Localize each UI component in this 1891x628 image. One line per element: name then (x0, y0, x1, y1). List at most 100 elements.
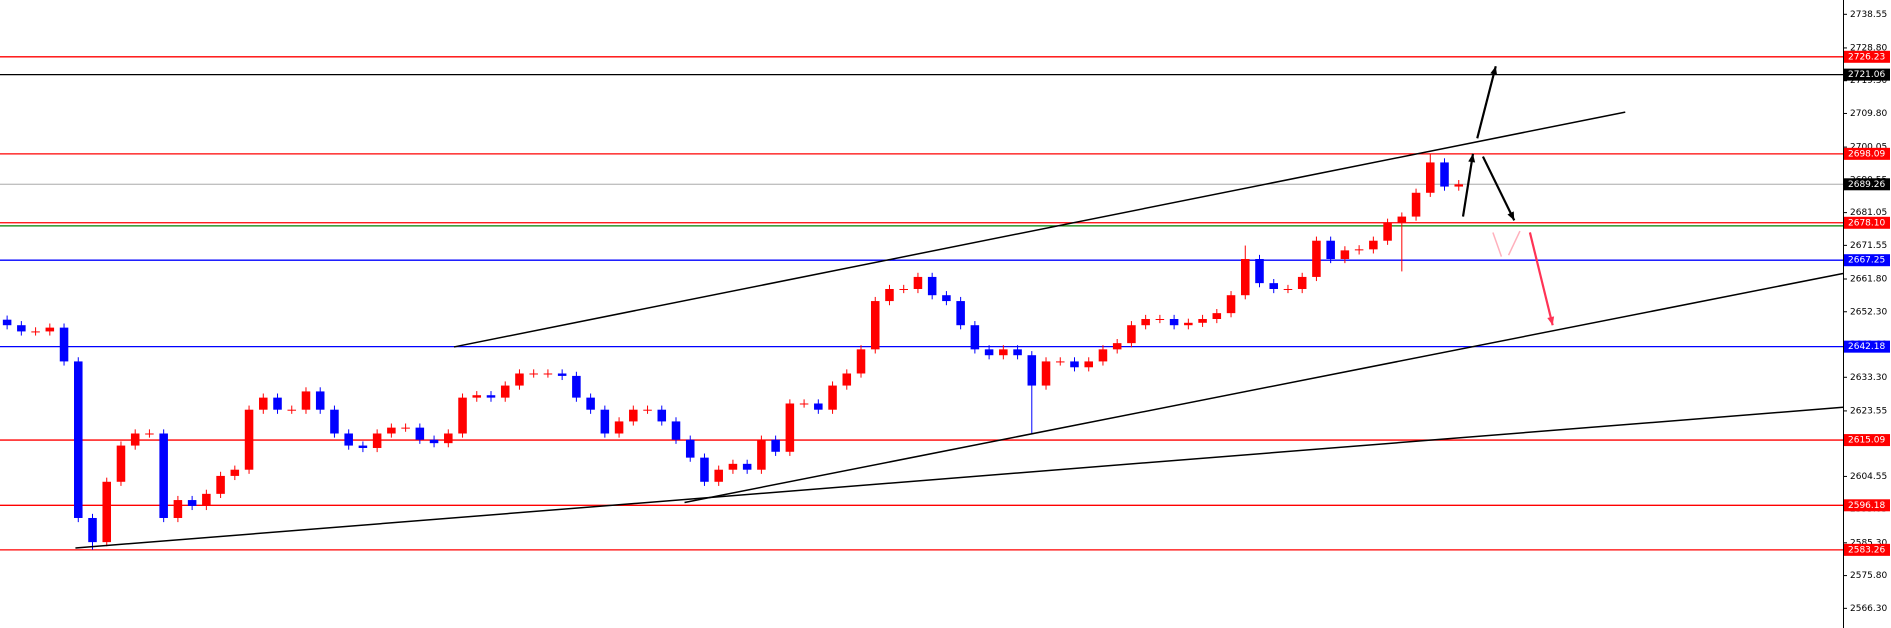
y-tick-label: 2633.30 (1850, 373, 1887, 383)
candle-body (88, 517, 97, 543)
candle-body (999, 349, 1008, 356)
candle-body (287, 409, 297, 411)
candle-body (586, 397, 595, 410)
y-tick-label: 2738.55 (1850, 10, 1887, 20)
candle-body (856, 349, 866, 374)
candle-body (899, 288, 908, 290)
level-label: 2642.18 (1848, 342, 1885, 352)
candle-body (130, 433, 140, 446)
candle-body (1055, 361, 1065, 363)
candle-body (486, 395, 496, 398)
y-tick-label: 2700.05 (1850, 143, 1887, 153)
y-tick-label: 2719.30 (1850, 76, 1887, 86)
candle-body (358, 445, 368, 448)
candle-body (1340, 250, 1350, 259)
candle-body (1198, 319, 1207, 323)
candle-body (728, 463, 738, 470)
candle-body (1155, 319, 1165, 321)
candle-body (529, 373, 538, 375)
y-tick-label: 2652.30 (1850, 307, 1887, 317)
level-label-box (1844, 178, 1890, 191)
candle-body (273, 397, 282, 410)
candle-body (1027, 355, 1037, 386)
candle-body (387, 427, 396, 434)
candle-body (500, 385, 510, 398)
candle-body (230, 469, 240, 476)
candle-body (1297, 276, 1307, 289)
candle-body (1326, 240, 1335, 259)
candle-body (74, 361, 83, 518)
level-label: 2698.09 (1848, 149, 1885, 159)
candle-body (173, 500, 183, 518)
candle-body (1241, 258, 1250, 296)
candle-body (984, 349, 994, 356)
candle-body (259, 397, 268, 410)
candle-body (45, 327, 55, 332)
candle-body (301, 391, 311, 410)
candle-body (757, 439, 766, 470)
candle-body (557, 373, 567, 376)
candle-body (885, 288, 894, 302)
arrow (1461, 153, 1475, 217)
arrow (1481, 156, 1516, 221)
level-label-box (1844, 543, 1890, 556)
arrow-head (1490, 66, 1498, 76)
trend-line (1492, 232, 1503, 257)
candle-body (187, 500, 197, 506)
level-label: 2678.10 (1848, 218, 1885, 228)
candle-body (842, 373, 852, 386)
trend-line (1507, 230, 1521, 256)
y-tick-label: 2575.80 (1850, 571, 1887, 581)
candle-body (1127, 325, 1136, 344)
candle-body (330, 409, 339, 434)
candle-body (344, 433, 353, 446)
candle-body (1226, 295, 1236, 314)
candle-body (59, 327, 69, 362)
candle-body (700, 457, 709, 482)
candle-body (145, 433, 154, 435)
candle-body (1041, 361, 1051, 386)
candle-body (614, 421, 624, 434)
candle-body (315, 391, 325, 410)
candle-body (1354, 249, 1364, 251)
candle-body (116, 445, 126, 482)
candle-body (828, 385, 837, 410)
level-label: 2583.26 (1848, 545, 1885, 555)
level-label-box (1844, 340, 1890, 353)
arrow-head (1547, 316, 1555, 326)
arrow-head (1507, 211, 1515, 221)
level-label-box (1844, 434, 1890, 447)
candle-body (870, 301, 880, 350)
candle-body (1397, 216, 1407, 223)
candle-body (600, 409, 610, 434)
candle-body (1283, 288, 1293, 290)
candle-body (714, 469, 723, 482)
y-tick-label: 2661.80 (1850, 274, 1887, 284)
level-label: 2726.23 (1848, 52, 1885, 62)
candle-body (17, 325, 26, 332)
level-label-box (1844, 68, 1890, 81)
candle-body (799, 403, 809, 405)
candle-body (401, 427, 410, 429)
level-label: 2596.18 (1848, 501, 1885, 511)
candle-body (202, 493, 211, 506)
arrow (1476, 65, 1497, 139)
y-tick-label: 2566.30 (1850, 604, 1887, 614)
y-tick-label: 2585.30 (1850, 538, 1887, 548)
candle-body (458, 397, 467, 434)
candle-body (415, 427, 425, 440)
trend-line (75, 406, 1844, 549)
candle-body (643, 409, 652, 411)
y-tick-label: 2604.55 (1850, 472, 1887, 482)
candle-body (814, 403, 823, 410)
candle-body (1269, 283, 1279, 289)
candle-body (472, 395, 482, 398)
level-label: 2667.25 (1848, 256, 1885, 266)
candle-body (1098, 349, 1108, 362)
candle-body (927, 276, 937, 296)
candle-body (1383, 222, 1392, 241)
candle-body (572, 375, 581, 398)
candle-body (1454, 184, 1464, 187)
candle-body (970, 325, 980, 350)
